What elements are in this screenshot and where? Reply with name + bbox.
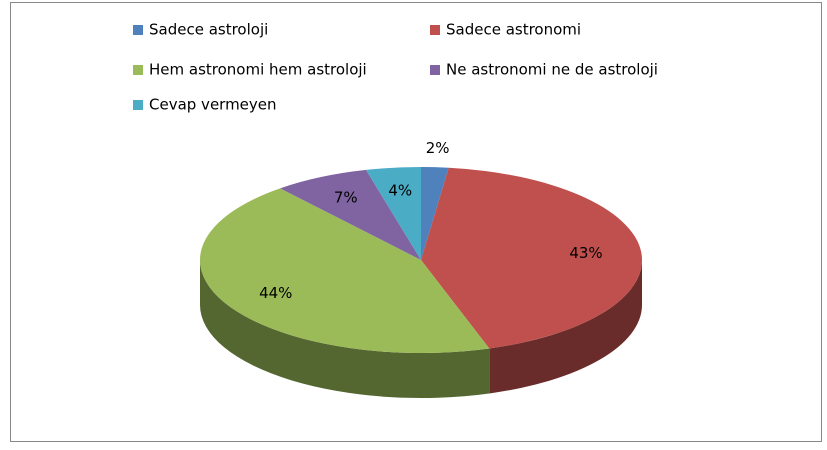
- legend-swatch: [133, 100, 143, 110]
- legend-label: Sadece astronomi: [446, 21, 581, 39]
- data-label: 43%: [569, 244, 602, 262]
- legend-swatch: [430, 65, 440, 75]
- slice: [280, 169, 421, 260]
- data-label: 44%: [259, 284, 292, 302]
- slice: [366, 167, 421, 260]
- legend-label: Cevap vermeyen: [149, 96, 277, 114]
- legend-label: Hem astronomi hem astroloji: [149, 61, 367, 79]
- slice-side: [199, 260, 490, 398]
- legend-swatch: [133, 65, 143, 75]
- legend-swatch: [133, 25, 143, 35]
- legend-swatch: [430, 25, 440, 35]
- slice: [199, 188, 490, 354]
- data-label: 7%: [334, 188, 358, 206]
- slice: [421, 167, 449, 260]
- slice: [421, 167, 642, 349]
- legend-label: Sadece astroloji: [149, 21, 268, 39]
- slice-side: [489, 260, 642, 394]
- data-label: 2%: [426, 139, 450, 157]
- legend-label: Ne astronomi ne de astroloji: [446, 61, 658, 79]
- data-label: 4%: [388, 181, 412, 199]
